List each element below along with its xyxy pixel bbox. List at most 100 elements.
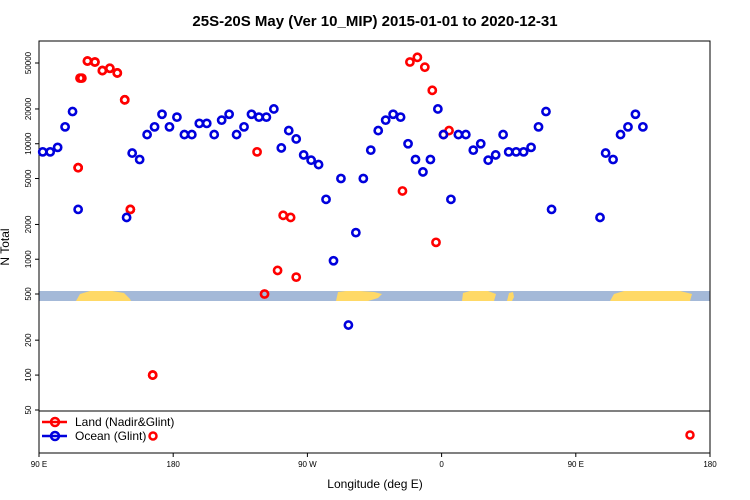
ocean-point <box>350 227 361 238</box>
x-tick-label-0: 90 E <box>31 460 47 469</box>
legend-extra-land-point-right <box>685 430 695 440</box>
y-tick-label-10000: 10000 <box>24 132 33 155</box>
x-ticks: 90 E 180 90 W 0 90 E 180 <box>31 453 717 469</box>
y-tick-label-2000: 2000 <box>24 215 33 233</box>
land-blob-australia-left <box>76 291 131 301</box>
land-blob-australia-right <box>610 291 692 301</box>
x-tick-label-2: 90 W <box>298 460 317 469</box>
ocean-point <box>388 109 399 120</box>
ocean-point <box>283 125 294 136</box>
ocean-point <box>246 109 257 120</box>
ocean-point <box>52 142 63 153</box>
y-tick-label-200: 200 <box>24 333 33 347</box>
ocean-point <box>541 106 551 117</box>
x-tick-label-5: 180 <box>703 460 717 469</box>
ocean-point <box>623 121 633 132</box>
y-tick-label-1000: 1000 <box>24 250 33 268</box>
ocean-point <box>172 112 182 123</box>
land-point <box>397 186 408 196</box>
y-tick-label-5000: 5000 <box>24 169 33 187</box>
ocean-point <box>526 142 536 153</box>
ocean-point <box>373 125 384 136</box>
x-tick-label-1: 180 <box>167 460 181 469</box>
ocean-point <box>194 118 205 129</box>
land-point <box>278 210 289 221</box>
land-point <box>405 57 415 67</box>
x-tick-label-3: 0 <box>439 460 444 469</box>
ocean-point <box>490 150 501 160</box>
legend-extra-land-point <box>148 431 158 441</box>
ocean-point <box>67 106 78 117</box>
y-tick-label-100: 100 <box>24 368 33 382</box>
land-point <box>76 73 87 84</box>
ocean-point <box>410 154 421 165</box>
y-tick-label-50000: 50000 <box>24 51 33 74</box>
ocean-point <box>365 145 376 156</box>
ocean-point <box>149 121 160 132</box>
legend-land-marker <box>49 416 61 428</box>
land-blob-madagascar <box>507 292 514 301</box>
land-point <box>147 370 158 380</box>
land-point <box>419 62 430 73</box>
ocean-point <box>60 121 70 132</box>
ocean-point <box>380 115 391 126</box>
y-tick-label-500: 500 <box>24 287 33 301</box>
ocean-point <box>73 204 84 215</box>
ocean-point <box>511 146 522 157</box>
ocean-point <box>546 204 557 215</box>
y-tick-lines <box>35 62 39 411</box>
chart-title: 25S-20S May (Ver 10_MIP) 2015-01-01 to 2… <box>192 13 557 30</box>
legend-ocean-marker <box>49 430 61 442</box>
y-tick-labels: 50 100 200 500 1000 2000 5000 10000 20000 50000 <box>24 51 33 414</box>
land-blob-africa <box>462 291 496 301</box>
ocean-point <box>216 115 227 126</box>
ocean-point <box>134 154 145 165</box>
land-point <box>112 68 123 78</box>
x-tick-label-4: 90 E <box>568 460 584 469</box>
ocean-point <box>306 155 317 166</box>
land-point <box>104 63 115 74</box>
ocean-point <box>209 129 220 140</box>
land-point <box>90 57 100 67</box>
ocean-point <box>121 212 132 223</box>
land-point <box>412 52 423 63</box>
land-point <box>82 56 93 66</box>
ocean-point <box>186 129 197 140</box>
ocean-point <box>127 148 138 158</box>
ocean-point <box>336 173 346 184</box>
land-point <box>119 94 130 105</box>
ocean-point <box>261 112 272 123</box>
ocean-point <box>418 167 428 177</box>
ocean-point <box>595 212 605 223</box>
ocean-point <box>313 159 324 170</box>
ocean-point <box>475 138 486 149</box>
land-point <box>259 289 270 299</box>
ocean-point <box>432 104 443 114</box>
ocean-point <box>343 320 354 330</box>
ocean-point <box>298 150 309 160</box>
ocean-point <box>438 129 449 140</box>
legend: Land (Nadir&Glint) Ocean (Glint) <box>42 415 695 443</box>
ocean-point <box>201 118 212 129</box>
legend-ocean-label: Ocean (Glint) <box>75 429 146 443</box>
ocean-point <box>468 145 479 156</box>
land-point <box>291 272 302 283</box>
ocean-point <box>328 255 339 266</box>
data-points <box>37 52 648 380</box>
ocean-point <box>291 134 302 144</box>
ocean-point <box>600 148 611 158</box>
plot-frame <box>38 40 711 454</box>
ocean-point <box>276 143 287 153</box>
land-blob-south-america <box>336 291 382 301</box>
land-point <box>125 204 136 215</box>
ocean-point <box>503 146 514 157</box>
ocean-point <box>446 194 456 205</box>
ocean-point <box>608 154 618 165</box>
ocean-point <box>142 129 153 140</box>
map-strip <box>39 291 710 301</box>
ocean-point <box>179 129 190 140</box>
ocean-point <box>37 146 48 157</box>
ocean-point <box>460 129 471 140</box>
ocean-point <box>453 129 464 140</box>
